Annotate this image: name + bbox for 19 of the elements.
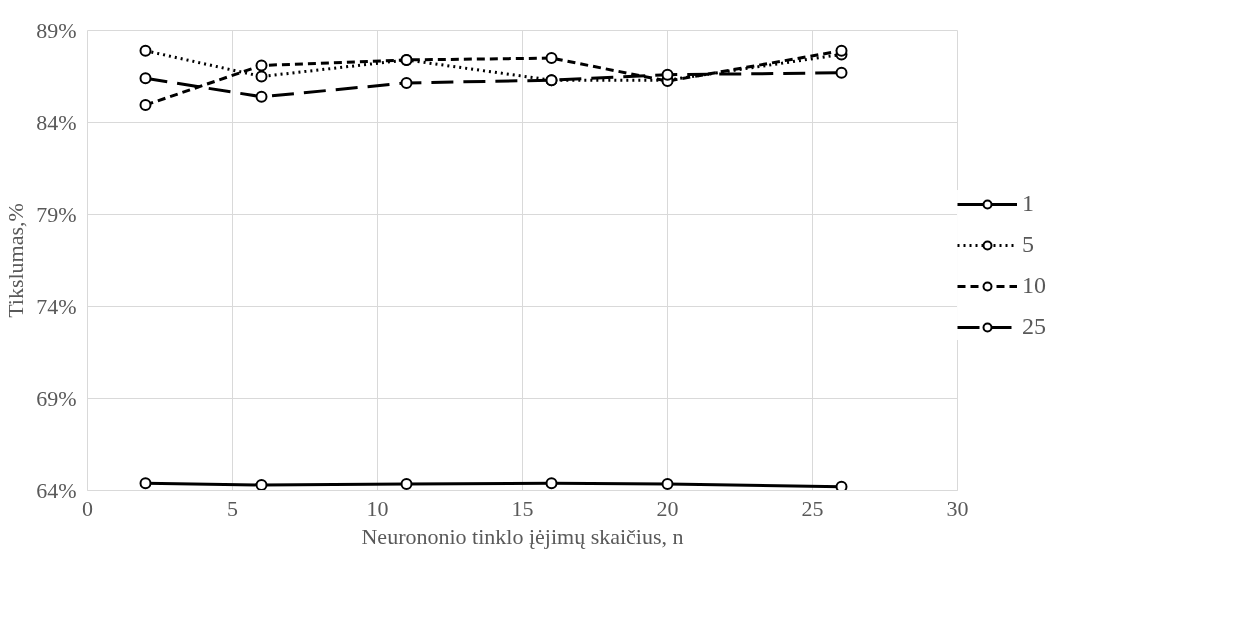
y-tick-label: 69%	[36, 386, 77, 411]
legend-label: 5	[1022, 231, 1035, 258]
legend-label: 1	[1022, 190, 1035, 217]
x-tick-label: 20	[656, 495, 679, 521]
x-tick-label: 25	[801, 495, 824, 521]
y-tick-label: 79%	[36, 202, 77, 227]
x-axis-title: Neurononio tinklo įėjimų skaičius, n	[361, 523, 684, 549]
x-tick-label: 30	[946, 495, 969, 521]
y-tick-label: 64%	[36, 478, 77, 503]
y-tick-label: 84%	[36, 110, 77, 135]
y-axis-title: Tikslumas,%	[3, 203, 29, 318]
x-tick-label: 0	[82, 495, 93, 521]
legend-label: 10	[1022, 272, 1046, 299]
x-tick-label: 15	[511, 495, 534, 521]
y-tick-label: 74%	[36, 294, 77, 319]
y-tick-label: 89%	[36, 18, 77, 43]
legend-label: 25	[1022, 313, 1046, 340]
x-tick-label: 10	[366, 495, 389, 521]
x-tick-label: 5	[227, 495, 238, 521]
